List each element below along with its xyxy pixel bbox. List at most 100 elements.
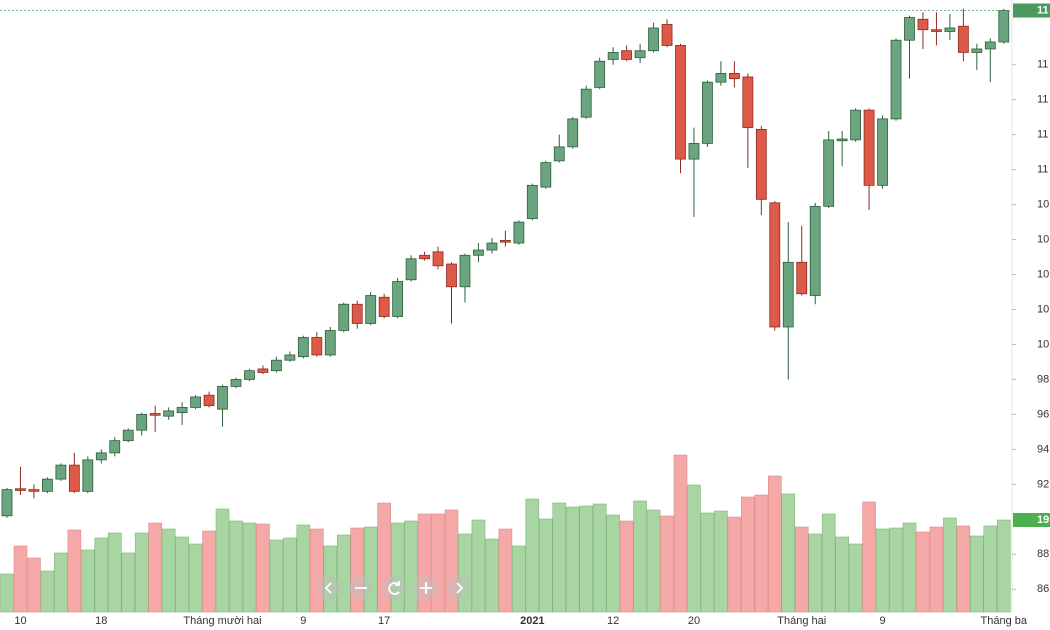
candle-body: [217, 386, 228, 410]
volume-bar: [970, 535, 984, 613]
x-tick-label: 18: [95, 615, 107, 627]
volume-bar: [552, 502, 567, 613]
y-tick-label: 86: [1037, 583, 1049, 595]
candle-body: [809, 205, 821, 296]
candle-body: [634, 50, 646, 59]
volume-bar: [121, 552, 136, 613]
y-tick-label: 94: [1037, 443, 1049, 455]
volume-bar: [512, 545, 526, 613]
volume-bar: [188, 543, 203, 613]
volume-bar: [431, 513, 445, 613]
volume-bar: [13, 545, 28, 613]
volume-bar: [336, 534, 351, 613]
candle-body: [446, 263, 457, 288]
volume-bar: [148, 522, 162, 613]
last-price-box: [1013, 3, 1050, 18]
candle-body: [82, 459, 94, 492]
x-tick-label: 9: [300, 615, 306, 627]
zoom-out-button[interactable]: [349, 576, 373, 600]
reset-button[interactable]: [382, 576, 406, 600]
volume-bar: [767, 475, 782, 613]
y-tick-label: 88: [1037, 548, 1049, 560]
candle-body: [513, 221, 525, 244]
candle-body: [688, 142, 700, 160]
candle-body: [742, 76, 754, 129]
volume-bar: [296, 524, 311, 613]
candle-body: [95, 452, 107, 461]
candle-body: [715, 73, 727, 83]
candle-body: [702, 81, 713, 144]
x-tick-label: 20: [688, 615, 700, 627]
volume-bar: [565, 506, 580, 613]
candle-body: [338, 303, 350, 331]
candle-body: [984, 41, 996, 50]
volume-bar: [956, 525, 971, 613]
candle-body: [136, 414, 148, 431]
y-tick-label: 10: [1037, 303, 1049, 315]
scroll-right-button[interactable]: [447, 576, 471, 600]
volume-bar: [471, 519, 486, 613]
volume-bar: [848, 543, 863, 613]
volume-bar: [256, 523, 270, 613]
volume-bar: [283, 537, 297, 613]
candle-body: [149, 413, 161, 416]
x-tick-label: Tháng ba: [981, 615, 1028, 627]
candle-body: [297, 337, 309, 358]
volume-bar: [808, 533, 823, 613]
x-tick-label: 9: [879, 615, 885, 627]
candle-body: [419, 254, 430, 260]
volume-bar: [54, 552, 68, 613]
volume-bar: [390, 522, 405, 613]
candle-body: [782, 261, 794, 328]
candle-body: [567, 118, 579, 148]
y-tick-label: 96: [1037, 408, 1049, 420]
volume-bar: [687, 484, 701, 613]
volume-bar: [916, 531, 930, 613]
volume-bar: [754, 494, 769, 613]
candle-body: [904, 17, 915, 41]
candle-body: [230, 379, 242, 387]
candle-body: [473, 249, 484, 256]
y-tick-label: 11: [1037, 59, 1048, 71]
y-tick-label: 11: [1037, 164, 1048, 176]
volume-bar: [40, 570, 55, 613]
candle-body: [998, 10, 1010, 43]
x-tick-label: 2021: [520, 615, 544, 627]
volume-bar: [633, 500, 647, 613]
zoom-in-button[interactable]: [414, 576, 438, 600]
candle-body: [971, 48, 983, 53]
volume-bar: [673, 454, 688, 613]
candle-body: [499, 240, 511, 243]
y-tick-label: 92: [1037, 478, 1049, 490]
volume-bar: [821, 513, 836, 613]
plot: 86 88 92 94 96 98 10 10 10 10 10 11 11 11 11 10 18 Tháng …: [0, 3, 1050, 627]
volume-bar: [741, 496, 755, 613]
candle-body: [580, 88, 592, 118]
volume-bar: [700, 512, 715, 613]
candle-body: [877, 118, 888, 186]
y-tick-label: 10: [1037, 198, 1049, 210]
candle-body: [648, 27, 659, 52]
scroll-left-button[interactable]: [317, 576, 341, 600]
volume-bar: [485, 538, 499, 613]
volume-bar: [202, 530, 216, 613]
candle-body: [15, 488, 26, 491]
volume-bar: [660, 515, 674, 613]
candle-body: [55, 464, 67, 480]
candle-body: [28, 489, 40, 492]
volume-bar: [498, 528, 513, 613]
volume-bar: [538, 518, 553, 613]
volume-bar: [727, 516, 742, 613]
volume-bar: [579, 505, 594, 613]
volume-bar: [458, 533, 472, 613]
volume-bar: [794, 526, 809, 613]
candle-body: [728, 73, 740, 80]
candle-body: [755, 128, 767, 200]
candle-body: [931, 29, 942, 32]
candle-body: [324, 330, 336, 356]
candle-body: [957, 25, 969, 53]
candle-body: [365, 295, 377, 324]
volume-bar: [781, 493, 796, 613]
candle-body: [378, 296, 390, 317]
volume-bar: [229, 520, 243, 613]
